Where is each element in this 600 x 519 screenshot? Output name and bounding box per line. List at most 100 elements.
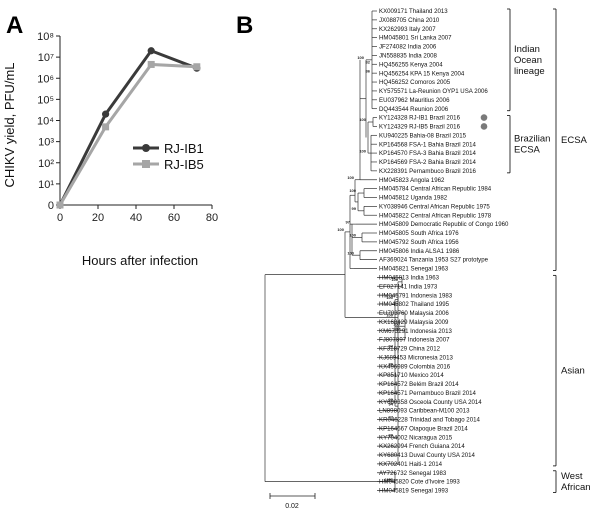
bootstrap-label: 99: [389, 397, 394, 402]
bootstrap-label: 86: [366, 68, 371, 73]
chart-series: [56, 47, 201, 209]
chart-axes: [56, 35, 213, 209]
leaf-label: KJ689453 Micronesia 2013: [379, 354, 453, 361]
leaf-label: KY575571 La-Reunion OYP1 USA 2006: [379, 88, 488, 95]
clade-label: Ocean: [514, 55, 542, 66]
leaf-label: HM045813 India 1963: [379, 275, 440, 282]
y-tick-label: 10⁶: [37, 73, 54, 85]
clade-label: West: [561, 471, 583, 482]
study-strain-marker: [480, 123, 488, 130]
y-tick-label: 10⁴: [37, 116, 54, 128]
bootstrap-label: 100: [393, 321, 400, 326]
legend-label: RJ-IB5: [164, 157, 204, 172]
data-point: [102, 110, 110, 118]
leaf-label: HQ456255 Kenya 2004: [379, 61, 443, 68]
leaf-label: KP164567 Oiapoque Brazil 2014: [379, 425, 468, 432]
y-tick-label: 10²: [38, 158, 54, 170]
bootstrap-label: 100: [349, 233, 356, 238]
bootstrap-labels: 1001001001001001009997100100828610010010…: [337, 55, 400, 482]
leaf-label: HM045806 India ALSA1 1986: [379, 248, 460, 255]
leaf-label: KF318729 China 2012: [379, 346, 441, 353]
y-tick-label: 10⁵: [37, 94, 54, 106]
legend-label: RJ-IB1: [164, 141, 204, 156]
clade-label: ECSA: [561, 135, 588, 146]
tree-leaf-labels: KX009171 Thailand 2013 JX088705 China 201…: [379, 8, 509, 495]
leaf-label: KX009171 Thailand 2013: [379, 8, 448, 15]
leaf-label: HM045819 Senegal 1993: [379, 488, 449, 495]
leaf-label: KY680358 Osceola County USA 2014: [379, 399, 482, 406]
data-point: [147, 47, 155, 55]
leaf-label: HM045823 Angola 1962: [379, 177, 445, 184]
leaf-label: HM045821 Senegal 1963: [379, 266, 449, 273]
scale-bar: 0.02: [269, 493, 316, 510]
y-axis-label: CHIKV yield, PFU/mL: [2, 63, 17, 188]
bootstrap-label: 80: [389, 361, 394, 366]
leaf-label: AF369024 Tanzania 1953 S27 prototype: [379, 257, 489, 264]
leaf-label: HM045801 Sri Lanka 2007: [379, 35, 452, 42]
leaf-label: KY680413 Duval County USA 2014: [379, 452, 475, 459]
bootstrap-label: 99: [352, 206, 357, 211]
bootstrap-label: 100: [386, 313, 393, 318]
leaf-label: KX262994 French Guiana 2014: [379, 443, 465, 450]
y-tick-label: 0: [48, 200, 54, 212]
leaf-label: KP164572 Belém Brazil 2014: [379, 381, 459, 388]
bootstrap-label: 100: [386, 295, 393, 300]
leaf-label: KY124328 RJ-IB1 Brazil 2016: [379, 115, 461, 122]
leaf-label: EU703760 Malaysia 2006: [379, 310, 449, 317]
leaf-label: EU037962 Mauritius 2006: [379, 97, 450, 104]
bootstrap-label: 97: [389, 415, 394, 420]
study-strain-marker: [480, 114, 488, 121]
leaf-label: KU940225 Bahia-08 Brazil 2015: [379, 132, 467, 139]
leaf-label: KX496989 Colombia 2016: [379, 363, 451, 370]
leaf-label: HQ456254 KPA 15 Kenya 2004: [379, 70, 465, 77]
clade-label: Brazilian: [514, 134, 550, 145]
clade-label: African: [561, 482, 591, 493]
leaf-label: HM045805 South Africa 1976: [379, 230, 459, 237]
leaf-label: HM045802 Thailand 1995: [379, 301, 450, 308]
clade-label: lineage: [514, 66, 545, 77]
leaf-label: HM045822 Central African Republic 1978: [379, 212, 492, 219]
bootstrap-label: 82: [366, 59, 371, 64]
leaf-label: HM045812 Uganda 1982: [379, 195, 448, 202]
panel-b-letter: B: [236, 12, 253, 39]
clade-label: Indian: [514, 44, 540, 55]
leaf-label: AY726732 Senegal 1983: [379, 470, 447, 477]
bootstrap-label: 100: [349, 188, 356, 193]
series-line-rj-ib1: [58, 48, 198, 206]
bootstrap-label: 100: [391, 277, 398, 282]
data-point: [147, 60, 155, 68]
leaf-label: KX262993 Italy 2007: [379, 26, 436, 33]
legend-marker: [142, 144, 150, 152]
scale-bar-label: 0.02: [285, 503, 299, 510]
bootstrap-label: 100: [357, 55, 364, 60]
leaf-label: KR046228 Trinidad and Tobago 2014: [379, 417, 480, 424]
y-tick-labels: 0 10¹ 10² 10³ 10⁴ 10⁵ 10⁶ 10⁷ 10⁸: [37, 31, 54, 212]
bootstrap-label: 95: [389, 477, 394, 482]
x-tick-label: 40: [130, 212, 142, 224]
x-tick-label: 20: [92, 212, 104, 224]
leaf-label: KY038946 Central African Republic 1975: [379, 203, 490, 210]
bootstrap-label: 100: [347, 175, 354, 180]
x-tick-label: 60: [168, 212, 180, 224]
bootstrap-label: 94: [389, 344, 394, 349]
data-point: [102, 123, 110, 131]
leaf-label: HQ456252 Comoros 2005: [379, 79, 451, 86]
leaf-label: KM673291 Indonesia 2013: [379, 328, 452, 335]
y-tick-label: 10⁸: [37, 31, 54, 43]
bootstrap-label: 100: [359, 117, 366, 122]
tree-branches: [264, 10, 406, 491]
leaf-label: JN558835 India 2008: [379, 53, 438, 60]
data-point: [193, 63, 201, 71]
bootstrap-label: 100: [337, 227, 344, 232]
leaf-label: KX168429 Malaysia 2009: [379, 319, 449, 326]
data-point: [56, 201, 64, 209]
leaf-label: KP164570 FSA-3 Bahia Brazil 2014: [379, 150, 476, 157]
bootstrap-label: 99: [389, 432, 394, 437]
y-tick-label: 10¹: [38, 179, 54, 191]
panel-a-letter: A: [6, 12, 23, 39]
leaf-label: EF027141 India 1973: [379, 283, 438, 290]
clade-label: Asian: [561, 366, 585, 377]
leaf-label: KP164569 FSA-2 Bahia Brazil 2014: [379, 159, 476, 166]
